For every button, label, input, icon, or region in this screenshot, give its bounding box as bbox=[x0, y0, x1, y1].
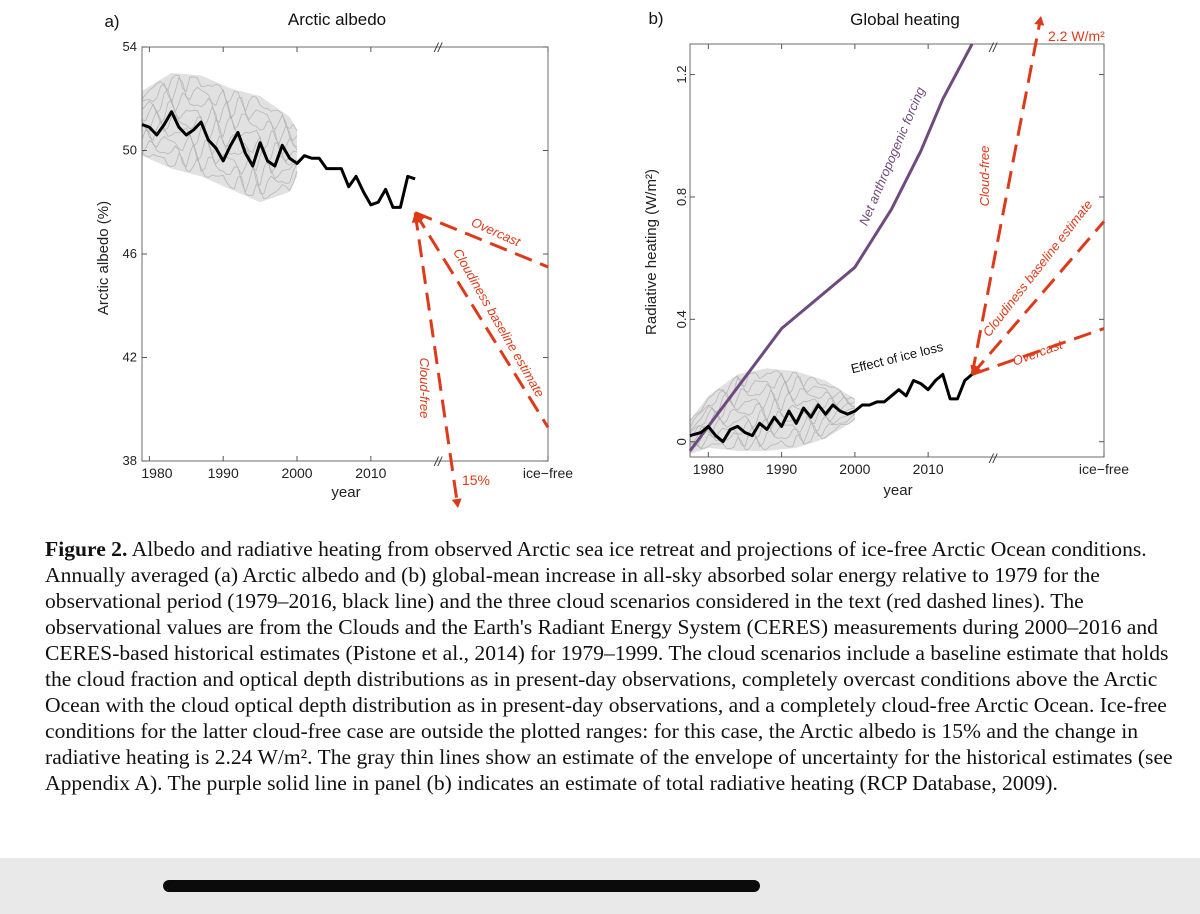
panel-b-envelope-line bbox=[689, 414, 856, 450]
panel-b-y-tick-label: 0.8 bbox=[674, 188, 689, 206]
panel-a-scenario-cloudiness-baseline-estimate bbox=[413, 211, 550, 429]
panel-b-y-tick-label: 0 bbox=[674, 438, 689, 445]
panel-a-title: Arctic albedo bbox=[288, 10, 386, 29]
panel-b-x-tick-label: ice−free bbox=[1079, 461, 1129, 477]
panel-a-envelope-line bbox=[141, 139, 298, 195]
panel-a-annotation-cloud-free: Cloud-free bbox=[417, 358, 432, 419]
panel-b-scenario-cloudiness-baseline-estimate bbox=[970, 220, 1106, 376]
panel-a-envelope-line bbox=[141, 109, 298, 165]
panel-a-x-tick-label: ice−free bbox=[523, 465, 573, 481]
panel-a-scenario-cloud-free bbox=[413, 212, 459, 501]
panel-b-envelope-line bbox=[689, 372, 856, 429]
panel-a-x-tick-label: 2000 bbox=[281, 465, 312, 481]
panel-b-break-top: // bbox=[988, 40, 998, 55]
panel-b-scenario-overcast bbox=[971, 327, 1105, 376]
panel-b-envelope-line bbox=[689, 380, 855, 432]
panel-b-annotation-baseline: Cloudiness baseline estimate bbox=[979, 197, 1095, 339]
panel-b-x-tick-label: 1990 bbox=[766, 461, 797, 477]
panel-b-envelope-line bbox=[689, 370, 856, 422]
panel-a-ticks: 38 42 46 50 54 1980 1990 2000 2010 ice−free bbox=[123, 39, 574, 481]
panel-a-y-tick-label: 46 bbox=[123, 246, 137, 261]
panel-b-title: Global heating bbox=[850, 10, 960, 29]
panel-a-label: a) bbox=[104, 12, 119, 31]
panel-a-uncertainty-envelope bbox=[141, 72, 298, 203]
panel-a-x-tick-label: 1980 bbox=[141, 465, 172, 481]
panel-a-envelope-line bbox=[141, 98, 298, 156]
panel-a-annotation-15pct: 15% bbox=[462, 472, 490, 488]
panel-a-annotation-baseline: Cloudiness baseline estimate bbox=[450, 246, 548, 400]
panel-b-global-heating: b) Global heating 0 0.4 0.8 1.2 1980 1990 2000… bbox=[643, 9, 1129, 499]
panel-b-annotation-cloud-free-value: 2.2 W/m² bbox=[1048, 28, 1105, 44]
panel-b-x-tick-label: 2010 bbox=[913, 461, 944, 477]
panel-a-scenario-overcast bbox=[414, 211, 549, 269]
panel-b-envelope-line bbox=[689, 407, 855, 443]
panel-b-axes-frame bbox=[689, 43, 1105, 458]
panel-b-x-tick-label: 1980 bbox=[693, 461, 724, 477]
panel-a-y-tick-label: 50 bbox=[123, 143, 137, 158]
panel-b-annotation-ice-loss: Effect of ice loss bbox=[849, 339, 945, 377]
panel-b-series bbox=[688, 16, 1106, 452]
panel-a-y-tick-label: 42 bbox=[123, 350, 137, 365]
panel-a-arctic-albedo: a) Arctic albedo 38 42 46 50 54 1980 1990 2000 2… bbox=[95, 10, 573, 508]
panel-b-y-tick-label: 0.4 bbox=[674, 310, 689, 328]
panel-a-envelope-line bbox=[141, 120, 298, 175]
panel-b-series-effect-of-ice-loss-1979-2016- bbox=[689, 372, 974, 444]
panel-a-envelope-line bbox=[141, 152, 298, 200]
panel-b-x-tick-label: 2000 bbox=[839, 461, 870, 477]
panel-b-series-net-anthropogenic-forcing bbox=[688, 43, 974, 452]
panel-b-uncertainty-envelope bbox=[689, 368, 856, 454]
panel-b-annotation-cloud-free: Cloud-free bbox=[977, 146, 992, 207]
panel-a-y-axis-label: Arctic albedo (%) bbox=[95, 201, 112, 315]
figure-caption-text: Albedo and radiative heating from observ… bbox=[45, 537, 1173, 795]
panel-b-y-tick-label: 1.2 bbox=[674, 66, 689, 84]
panel-b-plot-frame bbox=[689, 43, 1105, 458]
panel-a-envelope-line bbox=[141, 76, 298, 141]
panel-a-envelope-line bbox=[141, 74, 298, 131]
panel-a-x-tick-label: 2010 bbox=[355, 465, 386, 481]
panel-a-origin-arrowhead bbox=[415, 212, 425, 223]
figure-caption-label: Figure 2. bbox=[45, 537, 128, 561]
panel-b-envelope-band bbox=[690, 368, 855, 454]
panel-b-x-axis-label: year bbox=[883, 482, 912, 499]
panel-b-origin-arrowhead bbox=[972, 366, 982, 375]
panel-a-x-axis-label: year bbox=[331, 484, 360, 501]
panel-a-envelope-line bbox=[141, 129, 298, 186]
panel-b-envelope-line bbox=[689, 417, 856, 454]
panel-a-y-tick-label: 38 bbox=[123, 453, 137, 468]
figure-2-charts: a) Arctic albedo 38 42 46 50 54 1980 1990 2000 2… bbox=[95, 9, 1129, 508]
figure-caption: Figure 2. Albedo and radiative heating f… bbox=[45, 536, 1175, 796]
panel-b-break-bottom: // bbox=[988, 451, 998, 466]
panel-a-break-top: // bbox=[433, 40, 443, 55]
panel-b-cloud-free-arrowhead bbox=[1034, 16, 1045, 26]
panel-b-scenario-cloud-free bbox=[970, 23, 1041, 375]
panel-a-series bbox=[141, 110, 550, 508]
panel-b-annotation-overcast: Overcast bbox=[1010, 336, 1065, 368]
panel-b-y-axis-label: Radiative heating (W/m²) bbox=[643, 169, 660, 335]
panel-a-origin-arrowhead bbox=[411, 212, 420, 223]
home-indicator[interactable] bbox=[163, 880, 760, 892]
panel-a-series-observations-1979-2016- bbox=[141, 110, 416, 209]
panel-a-break-bottom: // bbox=[433, 454, 443, 469]
panel-b-ticks: 0 0.4 0.8 1.2 1980 1990 2000 2010 ice−free bbox=[674, 44, 1129, 477]
panel-a-cloud-free-arrowhead bbox=[451, 498, 462, 508]
panel-b-label: b) bbox=[648, 9, 663, 28]
panel-a-envelope-band bbox=[142, 72, 298, 203]
panel-a-x-tick-label: 1990 bbox=[208, 465, 239, 481]
panel-a-y-tick-label: 54 bbox=[123, 39, 137, 54]
